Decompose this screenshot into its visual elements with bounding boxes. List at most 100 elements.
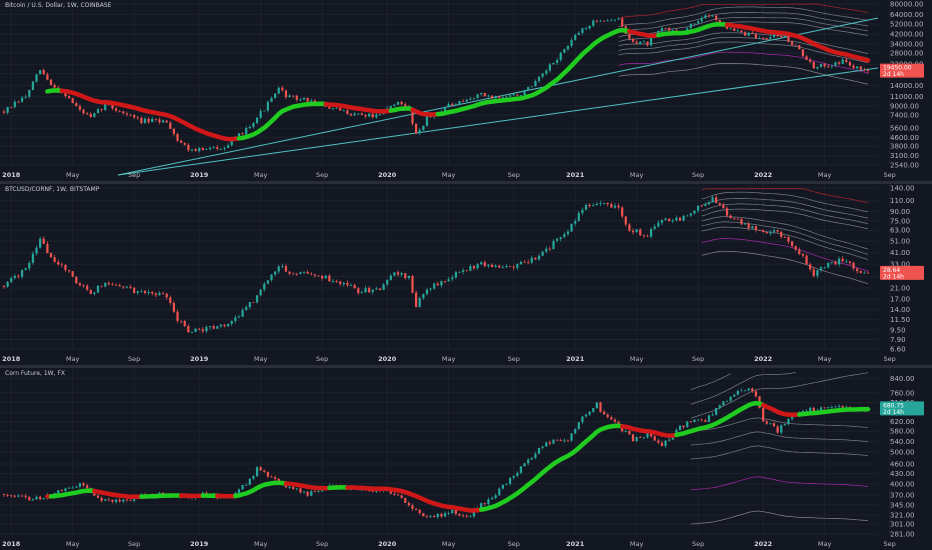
pane-divider[interactable]	[0, 181, 932, 184]
candle	[574, 33, 577, 41]
candle	[751, 30, 754, 35]
corn-future-chart-pane[interactable]: Corn Future, 1W, FX 840.00760.00710.0066…	[0, 368, 932, 550]
corn-future-chart[interactable]: 840.00760.00710.00660.00620.00580.00540.…	[0, 368, 932, 550]
x-tick-label: Sep	[128, 540, 140, 548]
candle	[762, 229, 765, 233]
candle	[769, 230, 772, 236]
candle	[404, 273, 407, 280]
candle	[776, 229, 779, 234]
x-tick-label: Sep	[692, 540, 704, 548]
y-tick-label: 17.00	[890, 296, 910, 304]
candle	[451, 102, 454, 107]
candle	[563, 48, 566, 54]
candle	[129, 284, 132, 289]
candle	[96, 107, 100, 114]
ribbon-down-segment	[59, 88, 242, 142]
candle	[429, 287, 432, 292]
candle	[208, 326, 212, 330]
candle	[375, 286, 378, 291]
candle	[465, 514, 468, 519]
candle	[577, 210, 580, 222]
btc-corn-ratio-chart-title: BTCUSD/CORNF, 1W, BITSTAMP	[5, 186, 100, 193]
candle	[856, 66, 859, 70]
candle	[86, 483, 89, 490]
y-tick-label: 460.00	[890, 461, 915, 469]
candle	[39, 495, 42, 501]
candle	[183, 319, 186, 328]
candle	[747, 221, 750, 231]
candle	[107, 281, 110, 286]
candle	[772, 228, 776, 235]
candle	[527, 259, 530, 265]
band-line	[701, 216, 869, 250]
candle	[198, 147, 201, 153]
candle	[469, 514, 472, 518]
candle	[100, 285, 103, 288]
candle	[241, 307, 244, 318]
y-tick-label: 345.00	[890, 501, 915, 509]
candle	[263, 110, 266, 112]
candle	[353, 111, 356, 117]
candle	[259, 108, 262, 120]
candle	[675, 215, 678, 222]
btcusd-chart-pane[interactable]: Bitcoin / U.S. Dollar, 1W, COINBASE 8000…	[0, 0, 932, 181]
trendline-upper	[117, 17, 879, 176]
candle	[469, 96, 472, 101]
x-tick-label: Sep	[508, 355, 520, 363]
candle	[237, 314, 241, 318]
candle	[440, 512, 443, 519]
candle	[436, 281, 439, 286]
candle	[255, 116, 259, 125]
candle	[176, 309, 179, 324]
pane-divider[interactable]	[0, 365, 932, 368]
candle	[552, 62, 555, 65]
candle	[743, 30, 747, 37]
candle	[465, 269, 468, 272]
candle	[809, 406, 812, 412]
candle	[310, 489, 313, 497]
candle	[501, 484, 504, 490]
candle	[114, 283, 118, 286]
x-tick-label: 2021	[566, 355, 585, 363]
candle	[393, 491, 396, 496]
candle	[425, 514, 429, 519]
candle	[447, 101, 450, 108]
candle	[581, 207, 584, 216]
candles	[2, 195, 870, 334]
candle	[75, 485, 78, 488]
candle	[537, 253, 541, 262]
candle	[602, 202, 606, 205]
candle	[234, 315, 237, 324]
candle	[812, 266, 815, 278]
btcusd-chart[interactable]: 80000.00 64000.00 52000.00 42000.0034000.00…	[0, 0, 932, 181]
candle	[639, 435, 642, 438]
candle	[747, 388, 750, 392]
candle	[263, 469, 266, 474]
candle	[472, 97, 476, 101]
x-axis: 2018 May Sep 2019 May Sep 2020 May Sep 2021 May Sep…	[2, 171, 896, 179]
candle	[769, 422, 772, 426]
candle	[595, 402, 598, 409]
candle	[827, 262, 830, 269]
candle	[678, 425, 682, 431]
candle	[834, 260, 837, 266]
candle	[35, 495, 38, 500]
y-tick-label: 21.00	[890, 284, 910, 292]
candle	[2, 493, 6, 497]
candle	[415, 290, 418, 308]
candle	[809, 57, 812, 64]
trend-ribbon	[45, 400, 871, 513]
candle	[205, 325, 208, 334]
candle	[396, 493, 400, 496]
candle	[407, 501, 411, 507]
candle	[20, 269, 24, 280]
candle	[631, 37, 635, 44]
candle	[6, 280, 9, 288]
candle	[801, 253, 805, 258]
candle	[223, 146, 226, 151]
candle	[686, 214, 689, 217]
btc-corn-ratio-chart-pane[interactable]: BTCUSD/CORNF, 1W, BITSTAMP 140.00 110.00 9…	[0, 184, 932, 365]
candle	[508, 93, 512, 97]
